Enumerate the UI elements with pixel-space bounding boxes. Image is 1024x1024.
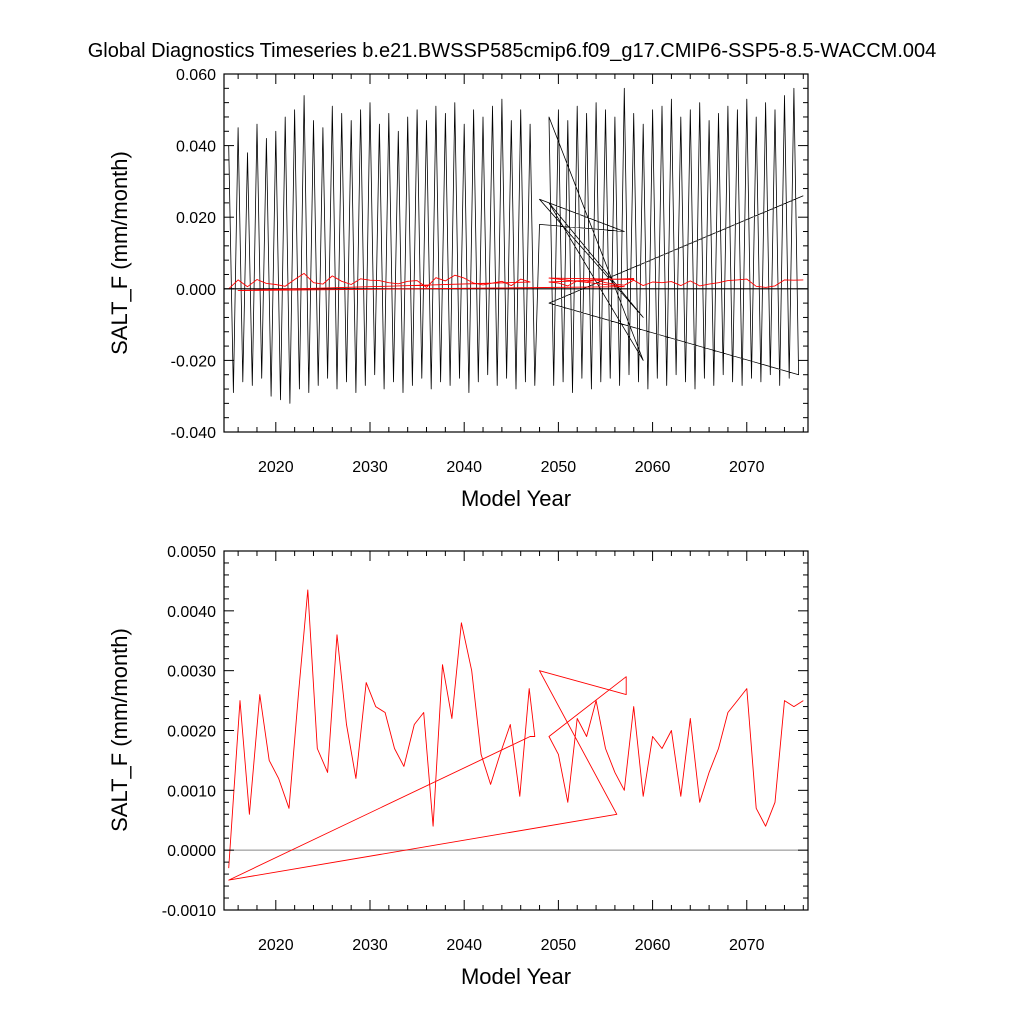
- plot-frame-top: [223, 73, 809, 433]
- x-axis-title-top: Model Year: [461, 486, 571, 511]
- y-tick-label-top: -0.020: [171, 353, 216, 370]
- y-tick-label-bottom: 0.0040: [167, 604, 216, 621]
- x-tick-label-top: 2050: [541, 459, 577, 476]
- y-tick-label-bottom: 0.0020: [167, 724, 216, 741]
- y-tick-label-bottom: 0.0010: [167, 783, 216, 800]
- y-tick-label-bottom: -0.0010: [162, 903, 216, 920]
- x-tick-label-top: 2020: [258, 459, 294, 476]
- series-line-monthly-top: [228, 87, 804, 404]
- y-tick-label-top: 0.020: [176, 210, 216, 227]
- x-tick-label-bottom: 2040: [446, 937, 482, 954]
- x-tick-label-bottom: 2020: [258, 937, 294, 954]
- x-tick-label-top: 2030: [352, 459, 388, 476]
- y-tick-label-bottom: 0.0000: [167, 843, 216, 860]
- figure-title: Global Diagnostics Timeseries b.e21.BWSS…: [88, 40, 937, 62]
- y-tick-label-top: 0.040: [176, 139, 216, 156]
- y-tick-label-bottom: 0.0050: [167, 544, 216, 561]
- y-axis-title-top: SALT_F (mm/month): [107, 151, 132, 355]
- y-tick-label-bottom: 0.0030: [167, 664, 216, 681]
- y-axis-title-bottom: SALT_F (mm/month): [107, 628, 132, 832]
- x-tick-label-bottom: 2060: [635, 937, 671, 954]
- series-line-annual-top: [228, 272, 804, 292]
- x-tick-label-top: 2070: [729, 459, 765, 476]
- y-tick-label-top: 0.000: [176, 282, 216, 299]
- plot-frame-bottom: [223, 550, 809, 911]
- x-tick-label-bottom: 2070: [729, 937, 765, 954]
- y-tick-label-top: 0.060: [176, 67, 216, 84]
- series-monthly-top: [228, 87, 804, 404]
- series-line-annual-bottom: [228, 589, 804, 881]
- x-tick-label-top: 2060: [635, 459, 671, 476]
- series-annual-top: [228, 272, 804, 292]
- x-tick-label-top: 2040: [446, 459, 482, 476]
- panel-top: 2020 2030 2040 2050 2060 2070 -0.040 -0.020 0.00…: [107, 67, 809, 511]
- x-axis-title-bottom: Model Year: [461, 964, 571, 989]
- x-tick-label-bottom: 2050: [541, 937, 577, 954]
- panel-bottom: 2020 2030 2040 2050 2060 2070 -0.0010 0.0000 0.0…: [107, 544, 809, 989]
- series-layer-top: [224, 87, 808, 404]
- x-tick-label-bottom: 2030: [352, 937, 388, 954]
- axes-layer-bottom: 2020 2030 2040 2050 2060 2070 -0.0010 0.0000 0.0…: [162, 544, 808, 954]
- series-annual-bottom: [228, 589, 804, 881]
- axes-layer-top: 2020 2030 2040 2050 2060 2070 -0.040 -0.020 0.00…: [171, 67, 808, 476]
- series-layer-bottom: [224, 589, 808, 881]
- y-tick-label-top: -0.040: [171, 425, 216, 442]
